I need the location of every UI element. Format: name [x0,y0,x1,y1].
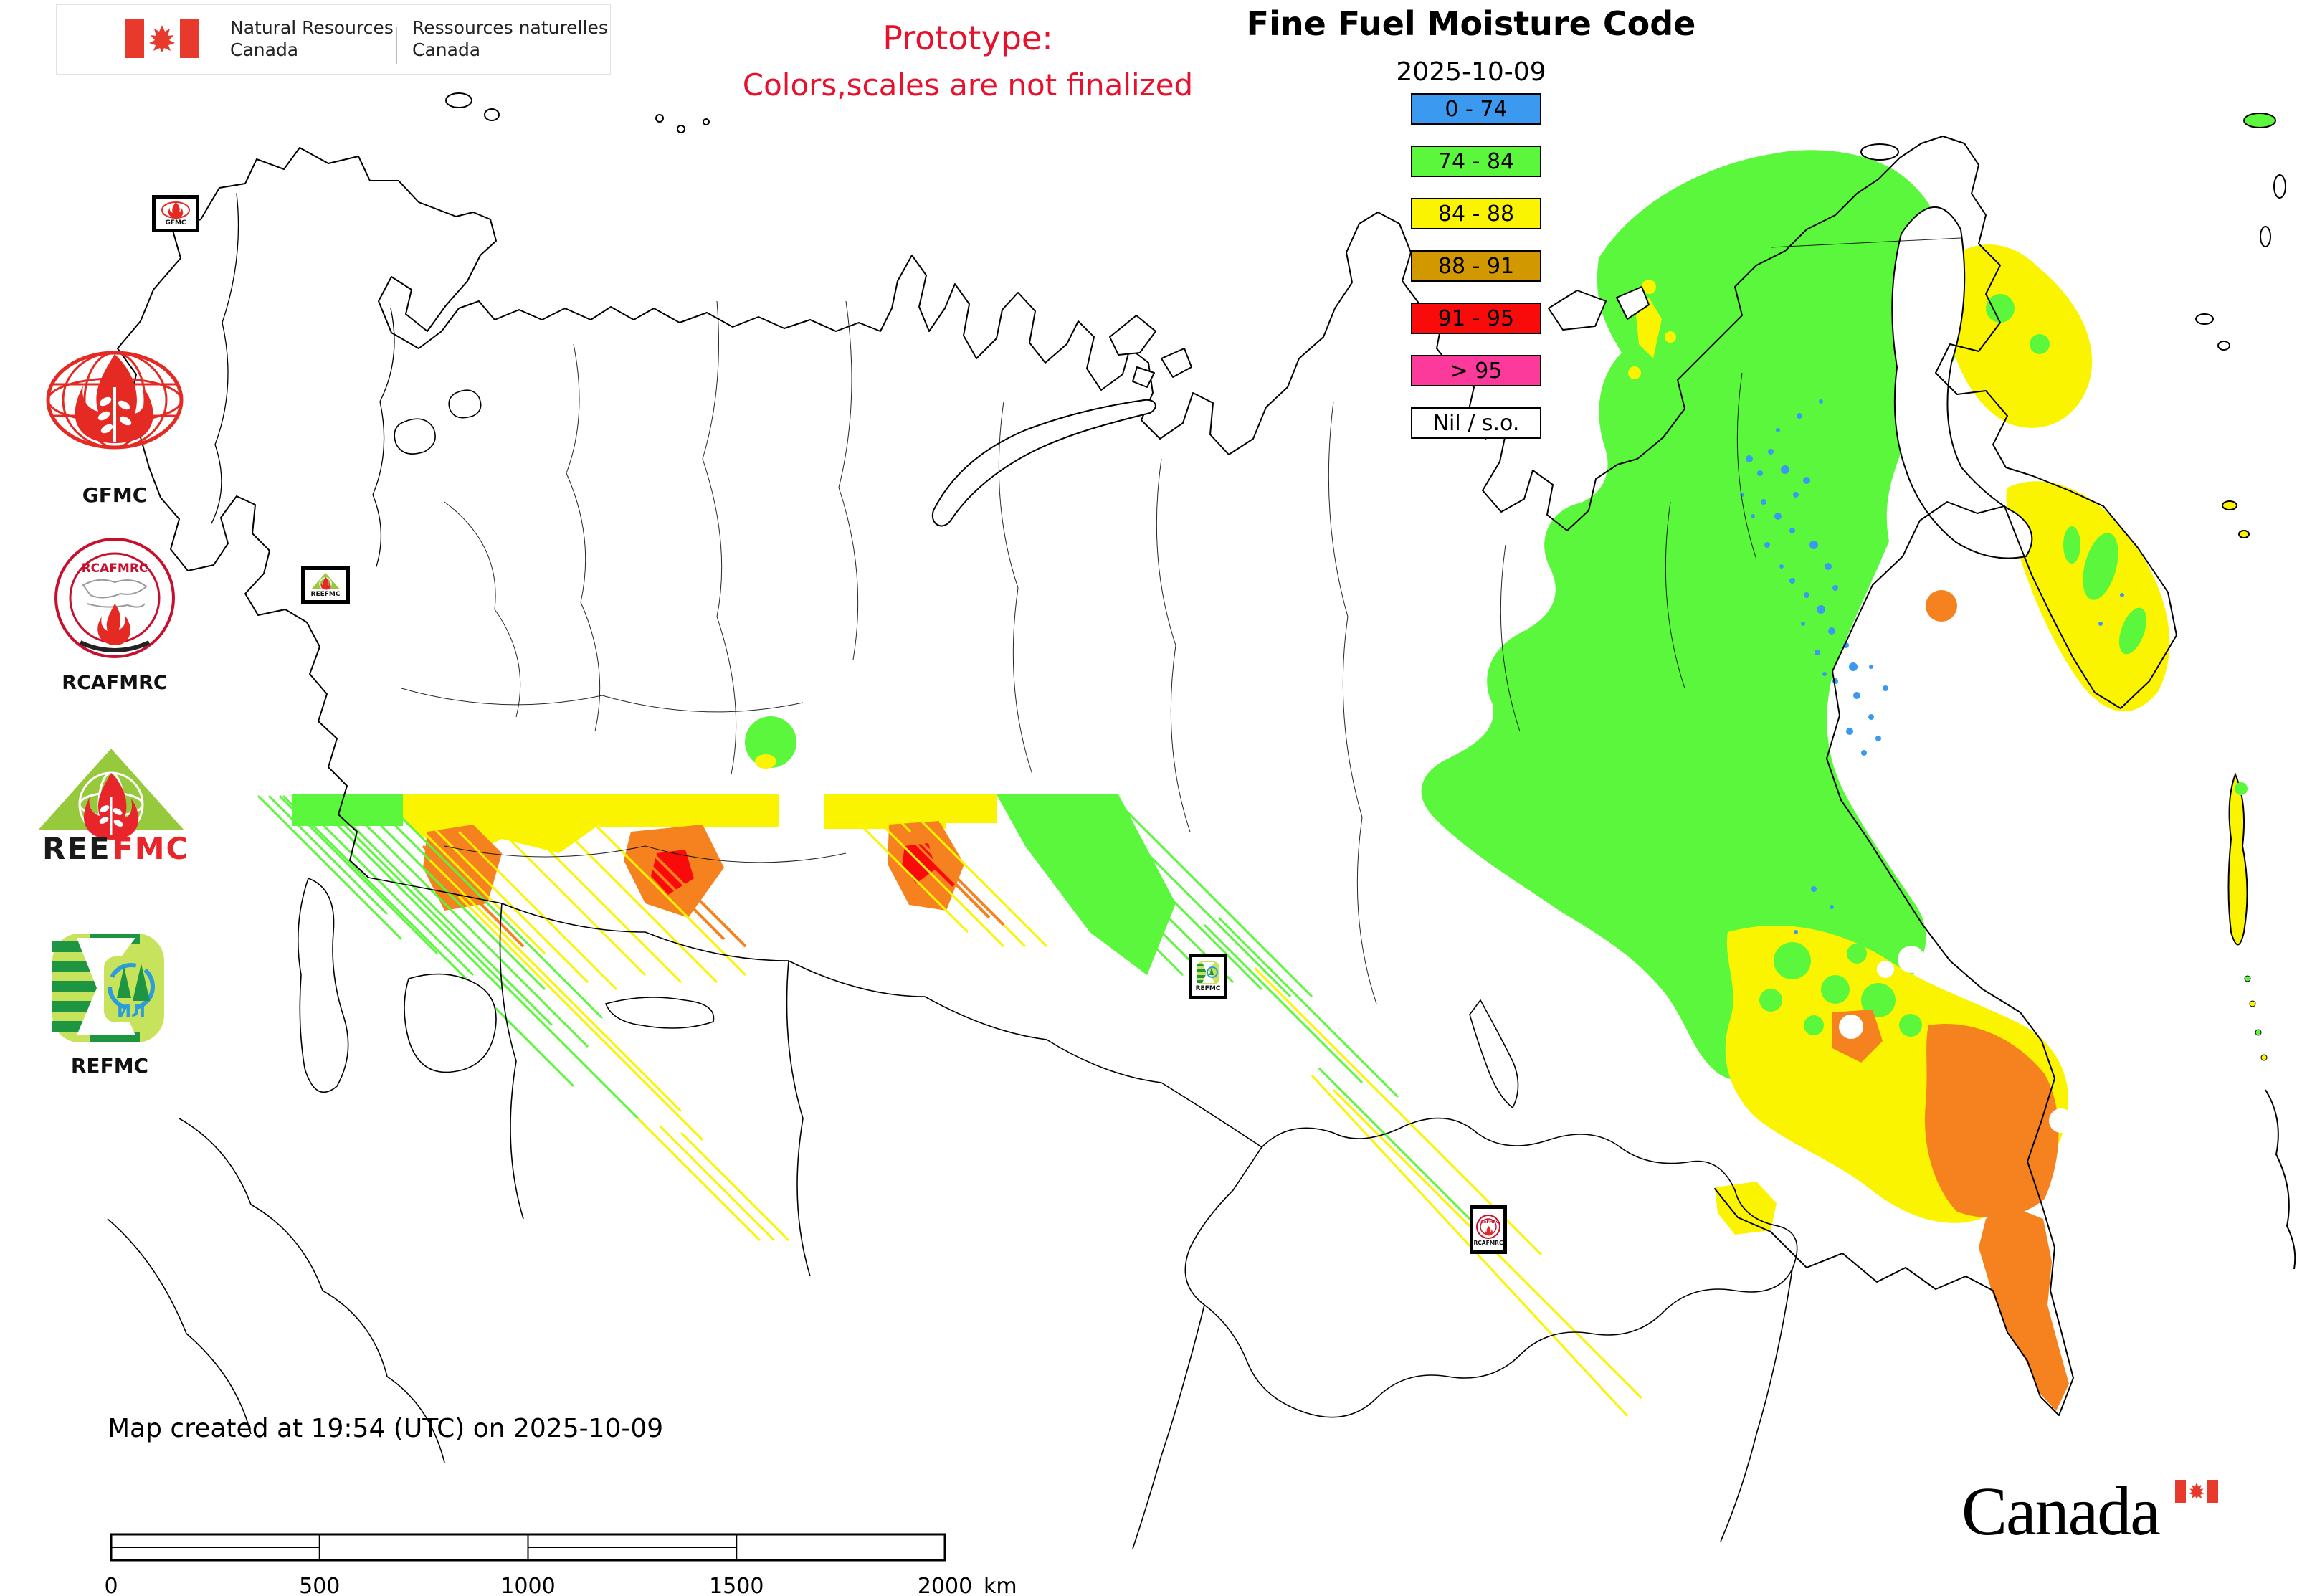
wrangel-island [1860,143,1899,161]
legend-item-91-95: 91 - 95 [1411,303,1541,334]
nrcan-fr-line1: Ressources naturelles [412,17,608,38]
legend-label: > 95 [1450,358,1503,384]
kazakh-border [368,877,1262,1148]
legend-item-nil: Nil / s.o. [1411,407,1541,439]
ffmc-streaks-green [257,794,1478,1227]
legend-item-74-84: 74 - 84 [1411,146,1541,177]
legend-label: 0 - 74 [1445,96,1508,122]
severnaya-zemlya [1109,315,1192,388]
japan-edge [2265,1089,2296,1270]
nrcan-en-line1: Natural Resources [230,17,394,38]
lake-ladoga [394,418,436,455]
legend-label: 74 - 84 [1437,148,1515,174]
scalebar-tick-1500: 1500 [709,1574,764,1596]
wordmark-flag-icon [2175,1480,2218,1503]
nrcan-en-line2: Canada [230,39,299,60]
rcafmrc-logo: RCAFMRC RCAFMRC [54,538,175,694]
legend-label: 84 - 88 [1437,201,1515,227]
gfmc-logo: GFMC [46,351,184,507]
canada-wordmark: Canada [1961,1471,2161,1551]
caspian-sea [297,877,349,1093]
map-date: 2025-10-09 [1396,57,1546,87]
legend-item-gt95: > 95 [1411,355,1541,386]
canada-flag-icon [125,19,199,58]
reefmc-map-marker: REEFMC [301,566,350,604]
coastline-baltic [148,467,369,878]
scalebar-tick-2000: 2000 [918,1574,972,1596]
ffmc-streaks-yellow [407,794,1643,1417]
scalebar-unit: km [984,1574,1017,1596]
lake-onega [448,389,482,419]
nrcan-header: Natural Resources Canada Ressources natu… [56,4,611,75]
aral-sea [404,973,497,1073]
reefmc-label-black: REE [42,831,111,866]
refmc-marker-label: REFMC [1195,985,1221,992]
okhotsk-gulf [1891,206,2033,559]
reefmc-logo: REE FMC [38,749,189,866]
canada-wordmark-text: Canada [1961,1473,2161,1549]
ffmc-streaks-orange [422,823,1005,948]
legend-label: 88 - 91 [1437,253,1515,279]
novaya-zemlya [931,399,1156,527]
rcafmrc-badge-text: RCAFMRC [82,561,148,576]
lake-baikal [1469,999,1519,1109]
gfmc-map-marker: GFMC [152,195,199,232]
reefmc-marker-icon [311,573,340,590]
svg-text:RCAFMRC: RCAFMRC [1478,1220,1498,1225]
reefmc-label-red: FMC [113,831,189,866]
refmc-label: REFMC [71,1054,148,1078]
sakhalin-island [2227,772,2248,946]
prototype-notice-line2: Colors,scales are not finalized [742,67,1194,103]
legend-item-88-91: 88 - 91 [1411,250,1541,282]
refmc-logo: ИЛ REFMC [52,934,164,1078]
prototype-notice-line1: Prototype: [883,19,1053,57]
rcafmrc-label: RCAFMRC [62,672,167,694]
gfmc-marker-label: GFMC [165,219,186,227]
header-divider [396,27,397,64]
lake-balkhash [604,997,715,1029]
mongolia-border [1184,1117,1798,1418]
nil-holes [1667,946,2073,1396]
ffmc-streak-red [913,845,955,887]
legend-label: 91 - 95 [1437,305,1515,331]
coastline-north [117,136,2177,1416]
refmc-map-marker: REFMC [1189,954,1227,999]
created-timestamp: Map created at 19:54 (UTC) on 2025-10-09 [108,1414,664,1443]
admin-borders [401,237,1961,1004]
gfmc-label: GFMC [82,483,148,507]
scale-bar: 0 500 1000 1500 2000 km [104,1533,1017,1596]
legend-item-84-88: 84 - 88 [1411,198,1541,229]
scalebar-tick-500: 500 [299,1574,340,1596]
legend-label: Nil / s.o. [1432,410,1520,436]
ffmc-green-blob-west [745,716,796,768]
page-title: Fine Fuel Moisture Code [1246,4,1696,43]
ffmc-blue-speckles [1740,399,2124,934]
ffmc-yellow-chukotka [1935,244,2093,428]
prototype-notice: Prototype: Colors,scales are not finaliz… [681,19,1255,103]
gfmc-marker-icon [161,201,190,219]
ffmc-orange-primorye [1924,1023,2059,1218]
refmc-inner-text: ИЛ [117,1001,146,1021]
new-siberian-islands [1548,286,1650,331]
ffmc-green-region [1421,150,1963,1081]
rcafmrc-map-marker: RCAFMRC RCAFMRC [1470,1205,1507,1254]
ffmc-west-band [292,794,1176,975]
reefmc-marker-label: REEFMC [310,591,341,598]
legend-item-0-74: 0 - 74 [1411,93,1541,125]
scalebar-tick-1000: 1000 [500,1574,555,1596]
refmc-marker-icon [1197,961,1219,984]
rcafmrc-marker-label: RCAFMRC [1473,1239,1503,1246]
nrcan-fr-line2: Canada [412,39,481,60]
rcafmrc-marker-icon: RCAFMRC [1476,1214,1500,1239]
scalebar-tick-0: 0 [104,1574,118,1596]
